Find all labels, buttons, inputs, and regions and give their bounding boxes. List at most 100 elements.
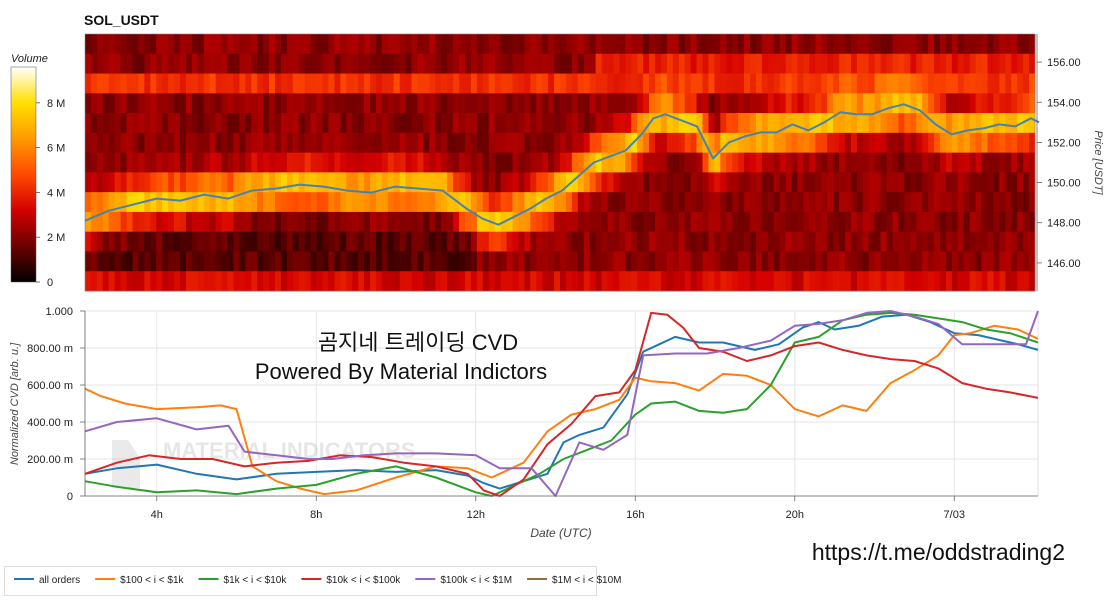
heatmap-cell	[96, 34, 104, 55]
heatmap-cell	[945, 34, 953, 55]
heatmap-cell	[381, 192, 389, 213]
heatmap-cell	[696, 73, 703, 94]
heatmap-cell	[678, 231, 686, 252]
heatmap-cell	[880, 152, 887, 173]
heatmap-cell	[162, 34, 169, 55]
heatmap-cell	[441, 53, 448, 74]
heatmap-cell	[565, 152, 573, 173]
heatmap-cell	[197, 93, 205, 114]
heatmap-cell	[773, 152, 781, 173]
heatmap-cell	[310, 192, 317, 213]
heatmap-cell	[506, 152, 513, 173]
heatmap-cell	[251, 34, 258, 55]
heatmap-cell	[453, 172, 460, 193]
heatmap-cell	[797, 132, 804, 154]
heatmap-cell	[886, 73, 893, 94]
heatmap-cell	[898, 251, 905, 272]
price-tick-label: 152.00	[1047, 137, 1081, 149]
heatmap-cell	[999, 93, 1006, 114]
heatmap-cell	[286, 93, 294, 114]
heatmap-cell	[126, 93, 133, 114]
heatmap-cell	[292, 93, 300, 114]
heatmap-cell	[1005, 73, 1012, 94]
heatmap-cell	[951, 192, 959, 213]
heatmap-cell	[488, 231, 496, 252]
heatmap-cell	[102, 113, 110, 134]
heatmap-cell	[423, 172, 430, 193]
price-tick-label: 150.00	[1047, 178, 1081, 190]
heatmap-cell	[530, 192, 537, 213]
heatmap-cell	[767, 53, 775, 74]
heatmap-cell	[180, 172, 187, 193]
heatmap-cell	[821, 231, 828, 252]
heatmap-cell	[298, 53, 306, 74]
heatmap-cell	[803, 192, 810, 213]
heatmap-cell	[868, 251, 876, 272]
heatmap-cell	[524, 34, 531, 55]
heatmap-cell	[524, 192, 531, 213]
heatmap-cell	[447, 152, 454, 173]
heatmap-cell	[951, 251, 959, 272]
heatmap-cell	[684, 152, 692, 173]
heatmap-cell	[607, 152, 614, 173]
heatmap-cell	[227, 271, 234, 292]
heatmap-cell	[999, 211, 1006, 233]
heatmap-cell	[542, 211, 549, 233]
heatmap-cell	[951, 231, 959, 252]
heatmap-cell	[951, 211, 959, 233]
heatmap-cell	[399, 152, 407, 173]
heatmap-cell	[862, 73, 870, 94]
heatmap-cell	[429, 231, 436, 252]
heatmap-cell	[138, 93, 145, 114]
heatmap-cell	[993, 211, 1000, 233]
heatmap-cell	[660, 53, 668, 74]
heatmap-cell	[114, 53, 122, 74]
heatmap-cell	[358, 73, 365, 94]
heatmap-cell	[126, 192, 133, 213]
heatmap-cell	[874, 271, 882, 292]
heatmap-cell	[714, 73, 721, 94]
heatmap-cell	[625, 132, 632, 154]
heatmap-cell	[441, 251, 448, 272]
heatmap-cell	[126, 34, 133, 55]
heatmap-cell	[215, 172, 222, 193]
heatmap-cell	[197, 132, 205, 154]
heatmap-cell	[453, 251, 460, 272]
heatmap-cell	[975, 34, 982, 55]
heatmap-cell	[577, 132, 585, 154]
colorbar-tick-label: 4 M	[47, 187, 65, 199]
heatmap-cell	[934, 251, 941, 272]
heatmap-cell	[488, 192, 496, 213]
heatmap-cell	[322, 132, 329, 154]
heatmap-cell	[126, 231, 133, 252]
heatmap-cell	[275, 34, 282, 55]
heatmap-cell	[571, 53, 579, 74]
heatmap-cell	[821, 211, 828, 233]
heatmap-cell	[429, 93, 436, 114]
heatmap-cell	[791, 192, 798, 213]
heatmap-cell	[856, 113, 864, 134]
heatmap-cell	[144, 152, 151, 173]
heatmap-cell	[387, 53, 395, 74]
colorbar-tick-label: 6 M	[47, 143, 65, 155]
heatmap-cell	[981, 53, 988, 74]
heatmap-cell	[1011, 73, 1018, 94]
heatmap-cell	[708, 192, 715, 213]
heatmap-cell	[987, 172, 994, 193]
heatmap-cell	[370, 231, 377, 252]
heatmap-cell	[643, 251, 650, 272]
heatmap-cell	[352, 211, 359, 233]
heatmap-cell	[649, 271, 656, 292]
heatmap-cell	[441, 271, 448, 292]
heatmap-cell	[245, 231, 252, 252]
heatmap-cell	[227, 172, 234, 193]
heatmap-cell	[827, 192, 834, 213]
heatmap-cell	[750, 231, 757, 252]
heatmap-cell	[690, 93, 697, 114]
heatmap-cell	[874, 132, 882, 154]
heatmap-cell	[375, 231, 383, 252]
heatmap-cell	[102, 152, 110, 173]
heatmap-cell	[506, 271, 513, 292]
colorbar-ticks: 02 M4 M6 M8 M	[36, 98, 65, 289]
heatmap-cell	[251, 53, 258, 74]
